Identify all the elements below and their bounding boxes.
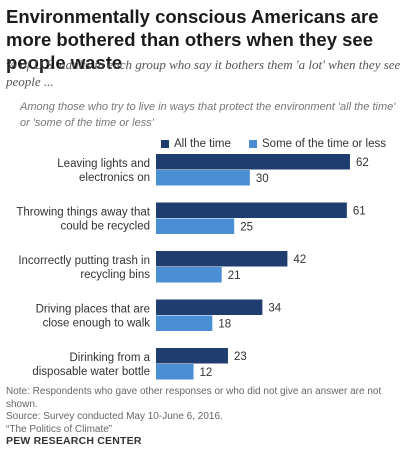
chart-title: Environmentally conscious Americans are … [6,6,379,73]
data-label: 23 [234,351,247,363]
chart-subtitle: % of U.S. adults in each group who say i… [6,57,401,89]
bar-all-the-time [156,251,288,267]
bar-some-of-the-time [156,267,222,283]
bar-all-the-time [156,348,228,364]
legend-item-all-the-time: All the time [161,138,231,150]
data-label: 62 [356,157,369,169]
data-label: 42 [293,254,306,266]
legend-swatch-all-the-time [161,140,169,148]
bar-all-the-time [156,299,263,315]
data-label: 30 [256,173,269,185]
data-label: 25 [240,222,253,234]
legend-label-all-the-time: All the time [174,138,231,150]
bar-some-of-the-time [156,315,213,331]
bar-all-the-time [156,154,350,170]
legend-item-some-of-the-time: Some of the time or less [249,138,386,150]
data-label: 21 [228,270,241,282]
bar-chart: Leaving lights and electronics on 62 30 Thro… [16,154,369,380]
bar-all-the-time [156,202,347,218]
data-label: 61 [353,206,366,218]
org-name: PEW RESEARCH CENTER [6,435,142,447]
bar-some-of-the-time [156,218,235,234]
category-label: Throwing things away that could be recycl… [16,207,150,233]
legend-label-some-of-the-time: Some of the time or less [262,138,386,150]
group-note: Among those who try to live in ways that… [20,101,396,129]
bar-some-of-the-time [156,364,194,380]
category-label: Leaving lights and electronics on [57,158,150,184]
footer-source: Source: Survey conducted May 10-June 6, … [6,411,223,422]
data-label: 12 [200,367,213,379]
bar-some-of-the-time [156,170,250,186]
category-label: Incorrectly putting trash in recycling bi… [18,255,150,281]
legend-swatch-some-of-the-time [249,140,257,148]
data-label: 34 [268,303,281,315]
category-label: Driving places that are close enough to w… [36,304,151,330]
category-label: Dirinking from a disposable water bottle [32,352,150,378]
data-label: 18 [218,319,231,331]
footer-notes: Note: Respondents who gave other respons… [6,386,415,436]
footer-report: “The Politics of Climate” [6,423,113,435]
footer-note: Note: Respondents who gave other respons… [6,386,382,410]
